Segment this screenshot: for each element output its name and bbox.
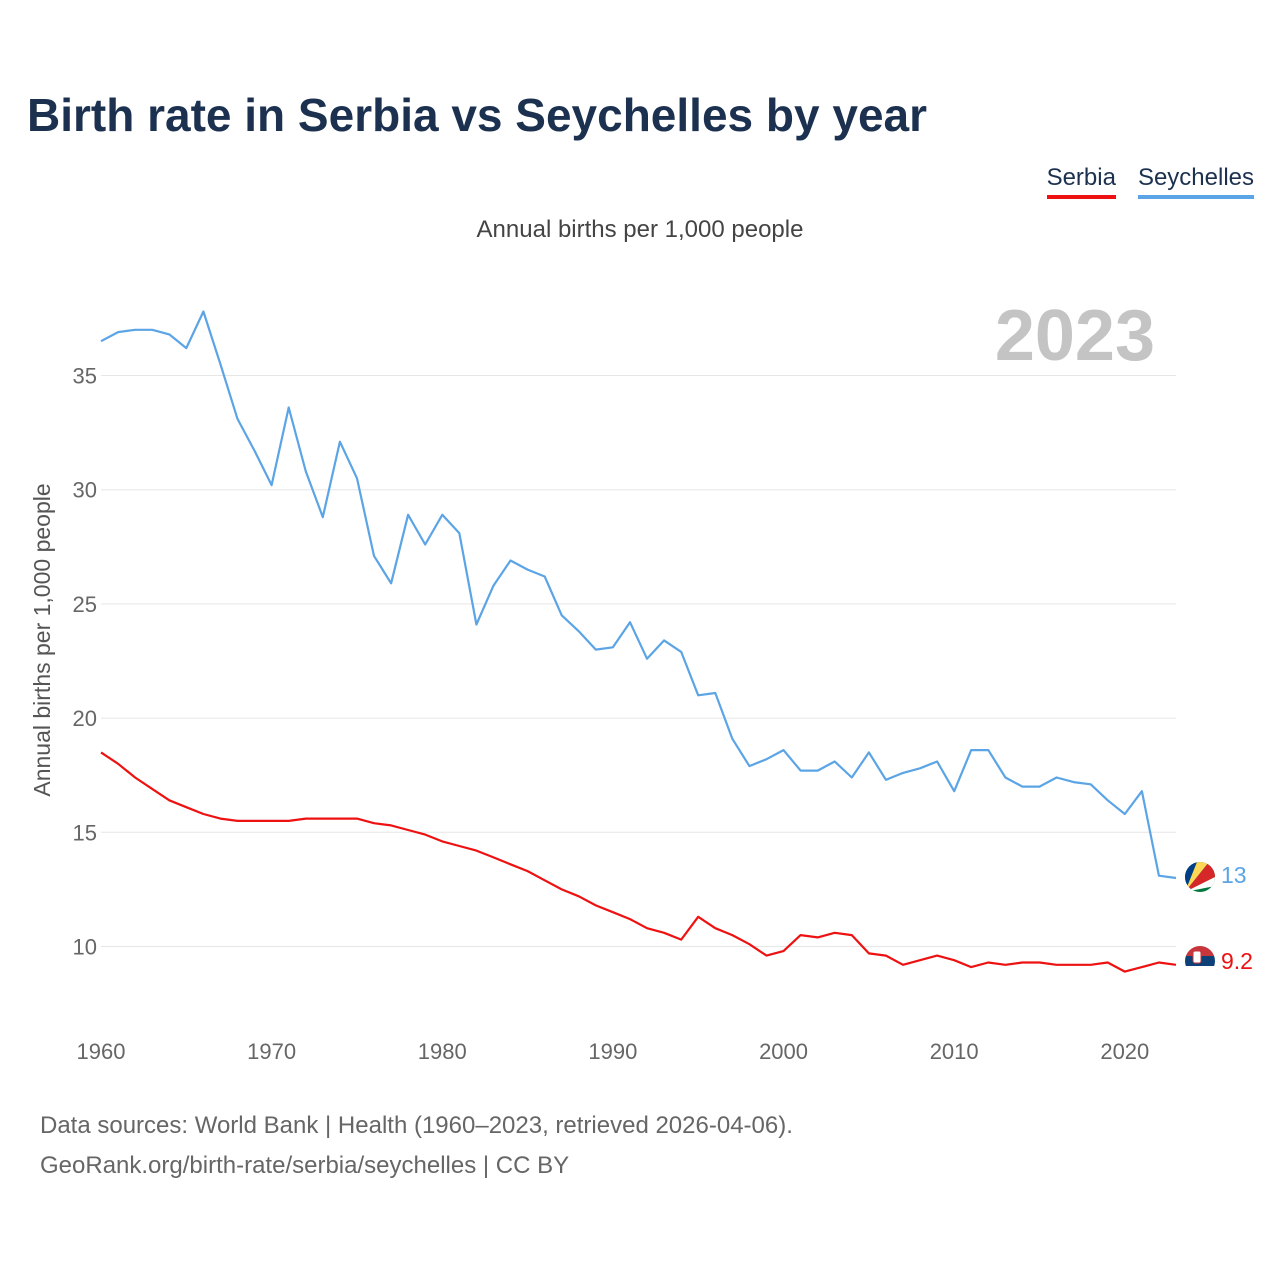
legend: Serbia Seychelles [1046, 164, 1254, 199]
grid-lines [101, 375, 1176, 947]
license-line[interactable]: GeoRank.org/birth-rate/serbia/seychelles… [40, 1152, 570, 1179]
y-tick-label: 15 [73, 820, 97, 845]
x-tick-label: 1980 [418, 1039, 467, 1064]
source-line: Data sources: World Bank | Health (1960–… [40, 1112, 793, 1139]
y-tick-label: 20 [73, 706, 97, 731]
legend-item-seychelles[interactable]: Seychelles [1137, 164, 1254, 199]
legend-item-serbia[interactable]: Serbia [1046, 164, 1116, 199]
year-watermark: 2023 [995, 296, 1155, 376]
serbia-end-label: 9.2 [1221, 948, 1253, 974]
x-tick-label: 1990 [588, 1039, 637, 1064]
y-tick-label: 10 [73, 935, 97, 960]
seychelles-end-label: 13 [1221, 862, 1247, 888]
x-tick-label: 1970 [247, 1039, 296, 1064]
x-tick-label: 1960 [77, 1039, 126, 1064]
y-axis-ticks: 10 15 20 25 30 35 [73, 364, 97, 960]
seychelles-flag-icon [1185, 862, 1215, 892]
series-line-seychelles[interactable] [100, 310, 1177, 880]
x-axis-ticks: 1960 1970 1980 1990 2000 2010 2020 [77, 1039, 1150, 1064]
chart-title: Birth rate in Serbia vs Seychelles by ye… [27, 89, 928, 141]
x-tick-label: 2000 [759, 1039, 808, 1064]
serbia-flag-icon [1185, 946, 1215, 976]
chart-subtitle: Annual births per 1,000 people [476, 216, 804, 243]
data-sources: Data sources: World Bank | Health (1960–… [40, 1106, 793, 1186]
y-tick-label: 35 [73, 364, 97, 389]
x-tick-label: 2020 [1100, 1039, 1149, 1064]
series-line-serbia[interactable] [100, 751, 1177, 973]
series-layer [100, 310, 1177, 973]
y-axis-label: Annual births per 1,000 people [29, 483, 55, 796]
x-tick-label: 2010 [930, 1039, 979, 1064]
y-tick-label: 25 [73, 592, 97, 617]
y-tick-label: 30 [73, 478, 97, 503]
